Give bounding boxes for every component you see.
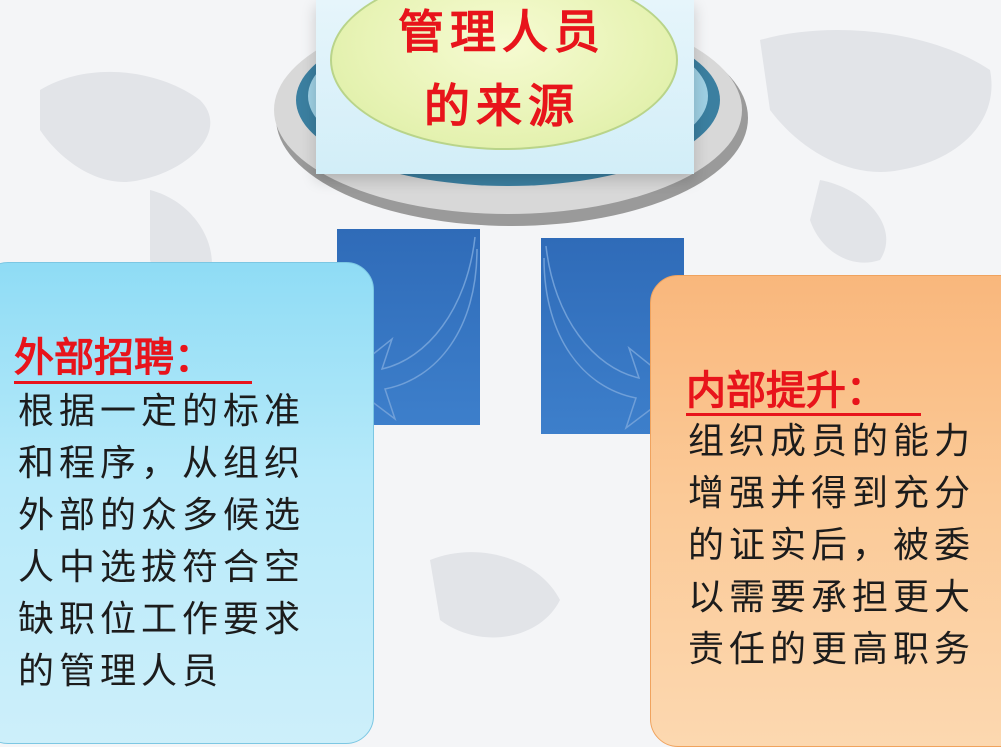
text-line: 缺职位工作要求 — [18, 599, 306, 640]
text-line: 外部的众多候选 — [18, 495, 306, 536]
text-line: 人中选拔符合空 — [18, 547, 306, 588]
internal-promotion-heading: 内部提升： — [686, 368, 886, 414]
text-line: 和程序，从组织 — [18, 443, 306, 484]
title-line-2: 的来源 — [424, 79, 580, 133]
internal-promotion-description: 组织成员的能力 增强并得到充分 的证实后，被委 以需要承担更大 责任的更高职务 — [688, 416, 1001, 676]
external-recruitment-description: 根据一定的标准 和程序，从组织 外部的众多候选 人中选拔符合空 缺职位工作要求 … — [18, 386, 348, 698]
title-line-1: 管理人员 — [398, 5, 606, 59]
external-recruitment-heading: 外部招聘： — [14, 335, 214, 381]
external-recruitment-underline — [14, 381, 252, 384]
world-map-background — [40, 30, 992, 638]
text-line: 责任的更高职务 — [688, 629, 976, 670]
external-recruitment-panel — [0, 262, 374, 744]
text-line: 根据一定的标准 — [18, 391, 306, 432]
text-line: 增强并得到充分 — [688, 473, 976, 514]
text-line: 组织成员的能力 — [688, 421, 976, 462]
text-line: 的证实后，被委 — [688, 525, 976, 566]
text-line: 的管理人员 — [18, 651, 224, 692]
text-line: 以需要承担更大 — [688, 577, 976, 618]
title-oval — [330, 0, 678, 150]
internal-promotion-panel — [650, 275, 1001, 747]
internal-promotion-underline — [686, 413, 921, 416]
